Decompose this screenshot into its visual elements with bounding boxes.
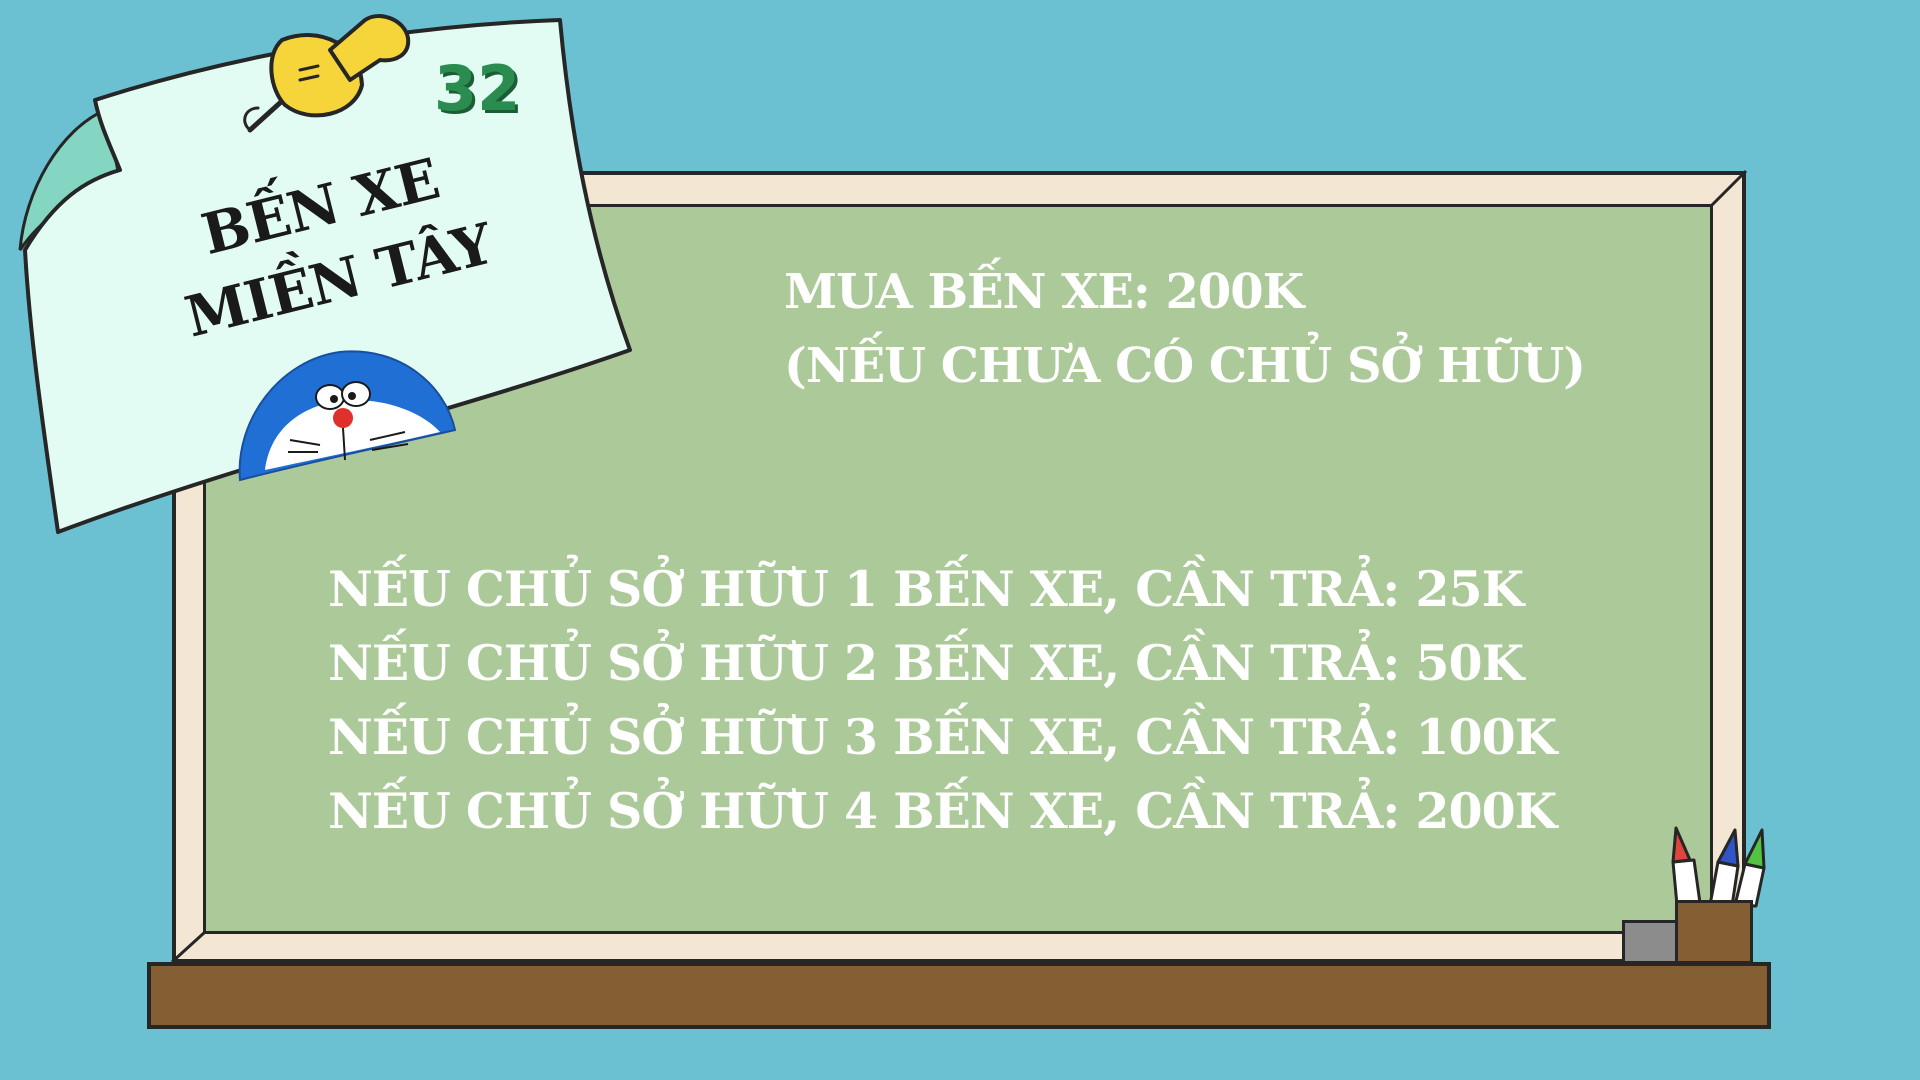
marker-cup (1675, 900, 1753, 964)
card-number: 32 (434, 52, 521, 125)
chalk-tray (147, 962, 1771, 1029)
rent-line: NẾU CHỦ SỞ HỮU 4 BẾN XE, CẦN TRẢ: 200K (328, 782, 1557, 840)
buy-condition-line: (NẾU CHƯA CÓ CHỦ SỞ HỮU) (784, 338, 1586, 394)
rent-line: NẾU CHỦ SỞ HỮU 1 BẾN XE, CẦN TRẢ: 25K (328, 560, 1524, 618)
rent-line: NẾU CHỦ SỞ HỮU 3 BẾN XE, CẦN TRẢ: 100K (328, 708, 1557, 766)
buy-price-line: MUA BẾN XE: 200K (784, 264, 1304, 320)
rent-line: NẾU CHỦ SỞ HỮU 2 BẾN XE, CẦN TRẢ: 50K (328, 634, 1524, 692)
buy-price-text: MUA BẾN XE: 200K (NẾU CHƯA CÓ CHỦ SỞ HỮU… (784, 255, 1586, 403)
rent-table: NẾU CHỦ SỞ HỮU 1 BẾN XE, CẦN TRẢ: 25K NẾ… (328, 552, 1557, 848)
